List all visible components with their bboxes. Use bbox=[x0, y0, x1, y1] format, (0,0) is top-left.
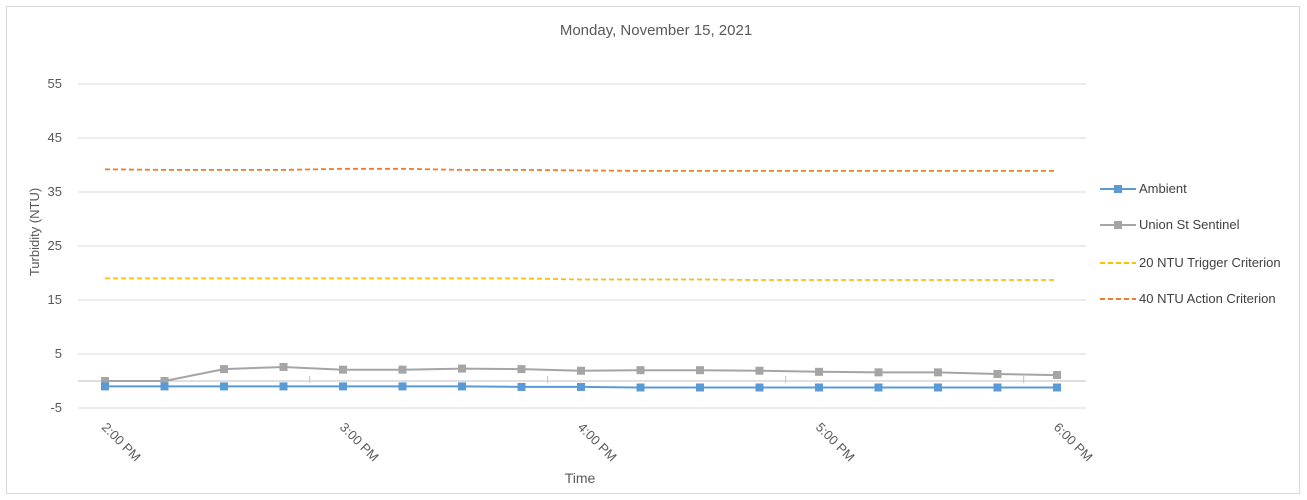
x-tick-label: 5:00 PM bbox=[813, 420, 858, 465]
legend-label: 20 NTU Trigger Criterion bbox=[1139, 255, 1281, 270]
data-point bbox=[934, 383, 942, 392]
data-point bbox=[398, 382, 407, 391]
data-point bbox=[101, 382, 109, 391]
series-line-2 bbox=[105, 277, 1057, 281]
y-tick-label: 35 bbox=[48, 184, 62, 199]
data-point bbox=[577, 382, 585, 391]
data-point bbox=[458, 382, 466, 391]
x-tick-label: 6:00 PM bbox=[1051, 420, 1096, 465]
y-tick-label: 15 bbox=[48, 292, 62, 307]
y-tick-label: 55 bbox=[48, 76, 62, 91]
data-point bbox=[160, 377, 169, 385]
data-point bbox=[517, 382, 526, 391]
series-line-3 bbox=[104, 167, 1057, 172]
data-point bbox=[517, 365, 526, 374]
data-point bbox=[874, 368, 883, 377]
data-point bbox=[815, 367, 823, 376]
data-point bbox=[458, 364, 466, 373]
y-tick-label: -5 bbox=[50, 400, 62, 415]
data-point bbox=[220, 382, 228, 391]
chart-frame bbox=[6, 6, 1300, 494]
x-tick-label: 2:00 PM bbox=[99, 420, 144, 465]
data-point bbox=[993, 369, 1002, 378]
data-point bbox=[398, 365, 407, 374]
data-point bbox=[220, 365, 228, 374]
data-point bbox=[636, 366, 645, 375]
data-point bbox=[993, 383, 1002, 392]
data-point bbox=[279, 362, 288, 371]
data-point bbox=[577, 366, 585, 375]
data-point bbox=[755, 366, 764, 375]
data-point bbox=[339, 365, 347, 374]
legend-swatch-marker bbox=[1114, 221, 1122, 229]
data-point bbox=[934, 368, 942, 377]
data-point bbox=[636, 383, 645, 392]
legend-label: Union St Sentinel bbox=[1139, 217, 1240, 232]
data-point bbox=[339, 382, 347, 391]
x-tick-label: 4:00 PM bbox=[575, 420, 620, 465]
data-point bbox=[755, 383, 764, 392]
data-point bbox=[279, 382, 288, 391]
legend-swatch-marker bbox=[1114, 185, 1122, 193]
legend-label: Ambient bbox=[1139, 181, 1187, 196]
data-point bbox=[160, 382, 169, 391]
data-point bbox=[815, 383, 823, 392]
data-point bbox=[874, 383, 883, 392]
data-point bbox=[1053, 383, 1061, 392]
chart-title: Monday, November 15, 2021 bbox=[560, 22, 752, 39]
y-tick-label: 25 bbox=[48, 238, 62, 253]
data-point bbox=[101, 377, 109, 385]
legend-label: 40 NTU Action Criterion bbox=[1139, 291, 1276, 306]
data-point bbox=[696, 383, 704, 392]
y-tick-label: 5 bbox=[55, 346, 62, 361]
x-axis-label: Time bbox=[565, 470, 596, 486]
data-point bbox=[1053, 371, 1061, 380]
x-tick-label: 3:00 PM bbox=[337, 420, 382, 465]
y-axis-label: Turbidity (NTU) bbox=[27, 188, 42, 276]
y-tick-label: 45 bbox=[48, 130, 62, 145]
data-point bbox=[696, 366, 704, 375]
